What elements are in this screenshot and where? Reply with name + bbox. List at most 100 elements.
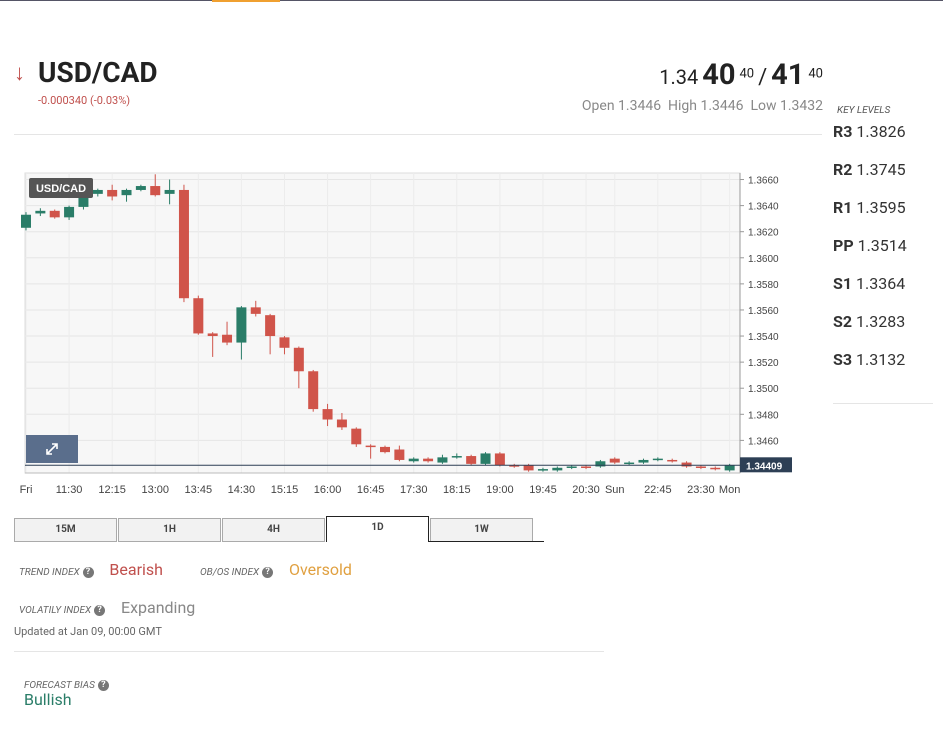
- x-tick-label: 11:30: [56, 484, 83, 496]
- candle-body: [121, 189, 132, 196]
- level-name: PP: [833, 236, 854, 255]
- candle-body: [652, 458, 663, 461]
- candle-body: [437, 457, 448, 463]
- symbol-badge: [29, 178, 93, 198]
- candle-body: [365, 445, 376, 448]
- candle-body: [49, 210, 60, 218]
- level-value: 1.3826: [856, 122, 906, 141]
- ask-frac: 40: [808, 66, 823, 82]
- candle-body: [64, 206, 75, 218]
- x-tick-label: 22:45: [644, 484, 672, 496]
- key-level: R2 1.3745: [833, 160, 906, 179]
- x-tick-label: 15:15: [271, 484, 299, 496]
- bias: FORECAST BIAS?: [24, 673, 109, 692]
- change: -0.000340 (-0.03%): [38, 94, 131, 107]
- candle-body: [451, 456, 462, 458]
- divider: [833, 403, 933, 404]
- y-tick-label: 1.3480: [748, 410, 779, 421]
- y-tick-label: 1.3500: [748, 384, 779, 395]
- y-tick-label: 1.3620: [748, 228, 779, 239]
- candle-body: [207, 333, 218, 337]
- y-tick-label: 1.3580: [748, 280, 779, 291]
- candle-body: [566, 466, 577, 468]
- x-tick-label: 18:15: [443, 484, 471, 496]
- candle-body: [609, 458, 620, 463]
- candle-body: [21, 214, 31, 228]
- candle-body: [466, 456, 477, 464]
- obos: OB/OS INDEX? Oversold: [200, 560, 352, 579]
- x-tick-label: 16:45: [357, 484, 385, 496]
- candle-body: [509, 465, 520, 467]
- key-level: S3 1.3132: [833, 350, 905, 369]
- last-price-box: [740, 457, 792, 473]
- last-price-label: 1.34409: [746, 461, 783, 472]
- x-tick-label: 16:00: [314, 484, 342, 496]
- x-tick-label: 13:00: [141, 484, 169, 496]
- low: Low 1.3432: [750, 98, 823, 114]
- bias-value: Bullish: [24, 690, 72, 709]
- candle-body: [164, 189, 175, 194]
- level-value: 1.3132: [856, 350, 906, 369]
- level-name: S1: [833, 274, 853, 293]
- tab[interactable]: 1D: [326, 516, 429, 542]
- candle-body: [595, 461, 606, 467]
- candle-body: [308, 371, 319, 410]
- candle-body: [724, 465, 735, 471]
- candle-body: [107, 189, 118, 197]
- candle-body: [480, 453, 491, 464]
- tab[interactable]: 1H: [118, 518, 221, 542]
- level-value: 1.3595: [856, 198, 906, 217]
- candle-body: [250, 307, 261, 314]
- x-tick-label: 13:45: [185, 484, 213, 496]
- x-tick-label: 19:45: [529, 484, 557, 496]
- candle-body: [236, 307, 247, 343]
- key-levels-title: KEY LEVELS: [837, 105, 891, 116]
- expand-icon: [46, 443, 58, 455]
- tab[interactable]: 4H: [222, 518, 325, 542]
- price-big: 1.34: [659, 65, 699, 89]
- key-level: R3 1.3826: [833, 122, 906, 141]
- plot-bg: [24, 172, 741, 474]
- level-value: 1.3283: [856, 312, 906, 331]
- candle-body: [78, 193, 89, 207]
- candle-body: [336, 419, 347, 428]
- divider: [14, 651, 604, 652]
- trend: TREND INDEX? Bearish: [19, 560, 163, 579]
- open: Open 1.3446: [581, 98, 662, 114]
- level-name: S2: [833, 312, 853, 331]
- y-tick-label: 1.3600: [748, 254, 779, 265]
- ask-pips: 41: [771, 58, 805, 92]
- divider: [14, 134, 822, 135]
- trend-label: TREND INDEX: [19, 567, 80, 578]
- y-tick-label: 1.3640: [748, 202, 779, 213]
- bias-label: FORECAST BIAS: [24, 680, 95, 691]
- tab[interactable]: 1W: [430, 518, 533, 542]
- top-accent: [212, 0, 280, 2]
- candle-body: [695, 466, 706, 468]
- key-level: S2 1.3283: [833, 312, 905, 331]
- obos-label: OB/OS INDEX: [200, 567, 260, 578]
- candle-body: [394, 449, 405, 460]
- tab[interactable]: 15M: [14, 518, 117, 542]
- candle-body: [681, 462, 692, 467]
- symbol: USD/CAD: [38, 56, 158, 89]
- top-bar: [0, 0, 943, 1]
- updated: Updated at Jan 09, 00:00 GMT: [14, 625, 162, 638]
- price: 1.34 40 40 / 41 40: [659, 58, 823, 92]
- candle-body: [380, 446, 390, 453]
- candle-body: [638, 459, 649, 463]
- candle-body: [222, 334, 233, 343]
- candle-body: [494, 453, 505, 466]
- y-tick-label: 1.3520: [748, 358, 779, 369]
- level-value: 1.3514: [857, 236, 907, 255]
- y-tick-label: 1.3460: [748, 436, 779, 447]
- candle-body: [265, 315, 276, 337]
- bid-frac: 40: [739, 66, 755, 82]
- candle-body: [150, 186, 161, 196]
- candle-body: [667, 459, 678, 462]
- tab-line: [428, 541, 544, 542]
- y-tick-label: 1.3660: [748, 176, 779, 187]
- key-level: S1 1.3364: [833, 274, 905, 293]
- key-level: R1 1.3595: [833, 198, 906, 217]
- level-name: R2: [833, 160, 853, 179]
